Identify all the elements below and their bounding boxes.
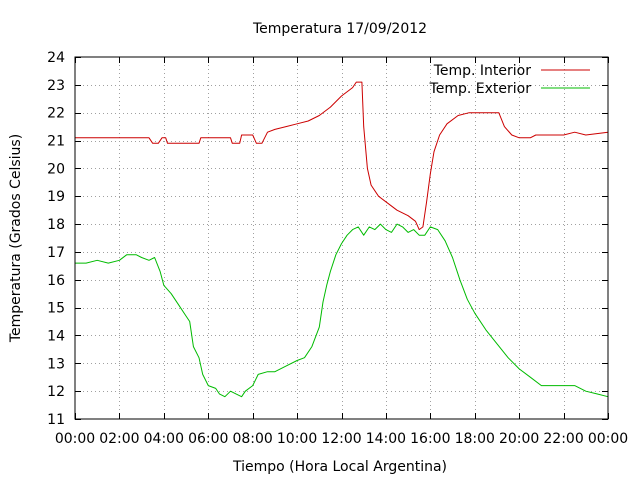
series-line-interior bbox=[75, 81, 609, 231]
y-tick-label: 21 bbox=[47, 134, 65, 150]
y-tick-label: 18 bbox=[47, 217, 65, 233]
x-tick-label: 14:00 bbox=[366, 431, 406, 447]
y-tick-label: 12 bbox=[47, 384, 65, 400]
x-tick-label: 08:00 bbox=[232, 431, 272, 447]
y-tick-label: 23 bbox=[47, 78, 65, 94]
y-tick-label: 13 bbox=[47, 356, 65, 372]
grid-lines bbox=[75, 57, 608, 419]
axis-ticks bbox=[75, 57, 609, 420]
x-tick-labels: 00:00 02:00 04:00 06:00 08:00 10:00 12:00 14:00… bbox=[55, 431, 628, 447]
plot-frame bbox=[74, 56, 609, 420]
y-tick-label: 20 bbox=[47, 161, 65, 177]
legend-entry-interior: Temp. Interior bbox=[433, 63, 590, 79]
x-tick-label: 00:00 bbox=[55, 431, 95, 447]
y-tick-label: 24 bbox=[47, 50, 65, 66]
legend-entry-exterior: Temp. Exterior bbox=[429, 81, 590, 97]
legend: Temp. Interior Temp. Exterior bbox=[429, 63, 590, 97]
x-axis-label: Tiempo (Hora Local Argentina) bbox=[232, 459, 447, 475]
x-tick-label: 04:00 bbox=[144, 431, 184, 447]
y-tick-labels: 11 12 13 14 15 16 17 18 19 20 21 22 23 24 bbox=[47, 50, 65, 428]
y-tick-label: 22 bbox=[47, 106, 65, 122]
x-tick-label: 10:00 bbox=[277, 431, 317, 447]
x-tick-label: 00:00 bbox=[588, 431, 628, 447]
y-tick-label: 15 bbox=[47, 301, 65, 317]
y-tick-label: 11 bbox=[47, 412, 65, 428]
x-tick-label: 20:00 bbox=[499, 431, 539, 447]
legend-label-interior: Temp. Interior bbox=[433, 63, 532, 79]
y-tick-label: 16 bbox=[47, 273, 65, 289]
x-tick-label: 02:00 bbox=[99, 431, 139, 447]
x-tick-label: 22:00 bbox=[543, 431, 583, 447]
x-tick-label: 18:00 bbox=[455, 431, 495, 447]
legend-label-exterior: Temp. Exterior bbox=[429, 81, 532, 97]
x-tick-label: 16:00 bbox=[410, 431, 450, 447]
y-tick-label: 17 bbox=[47, 245, 65, 261]
y-tick-label: 19 bbox=[47, 189, 65, 205]
series-lines bbox=[75, 81, 609, 398]
x-tick-label: 06:00 bbox=[188, 431, 228, 447]
x-tick-label: 12:00 bbox=[321, 431, 361, 447]
y-axis-label: Temperatura (Grados Celsius) bbox=[8, 134, 24, 343]
series-line-exterior bbox=[75, 223, 609, 398]
y-tick-label: 14 bbox=[47, 328, 65, 344]
chart-title: Temperatura 17/09/2012 bbox=[252, 21, 427, 37]
